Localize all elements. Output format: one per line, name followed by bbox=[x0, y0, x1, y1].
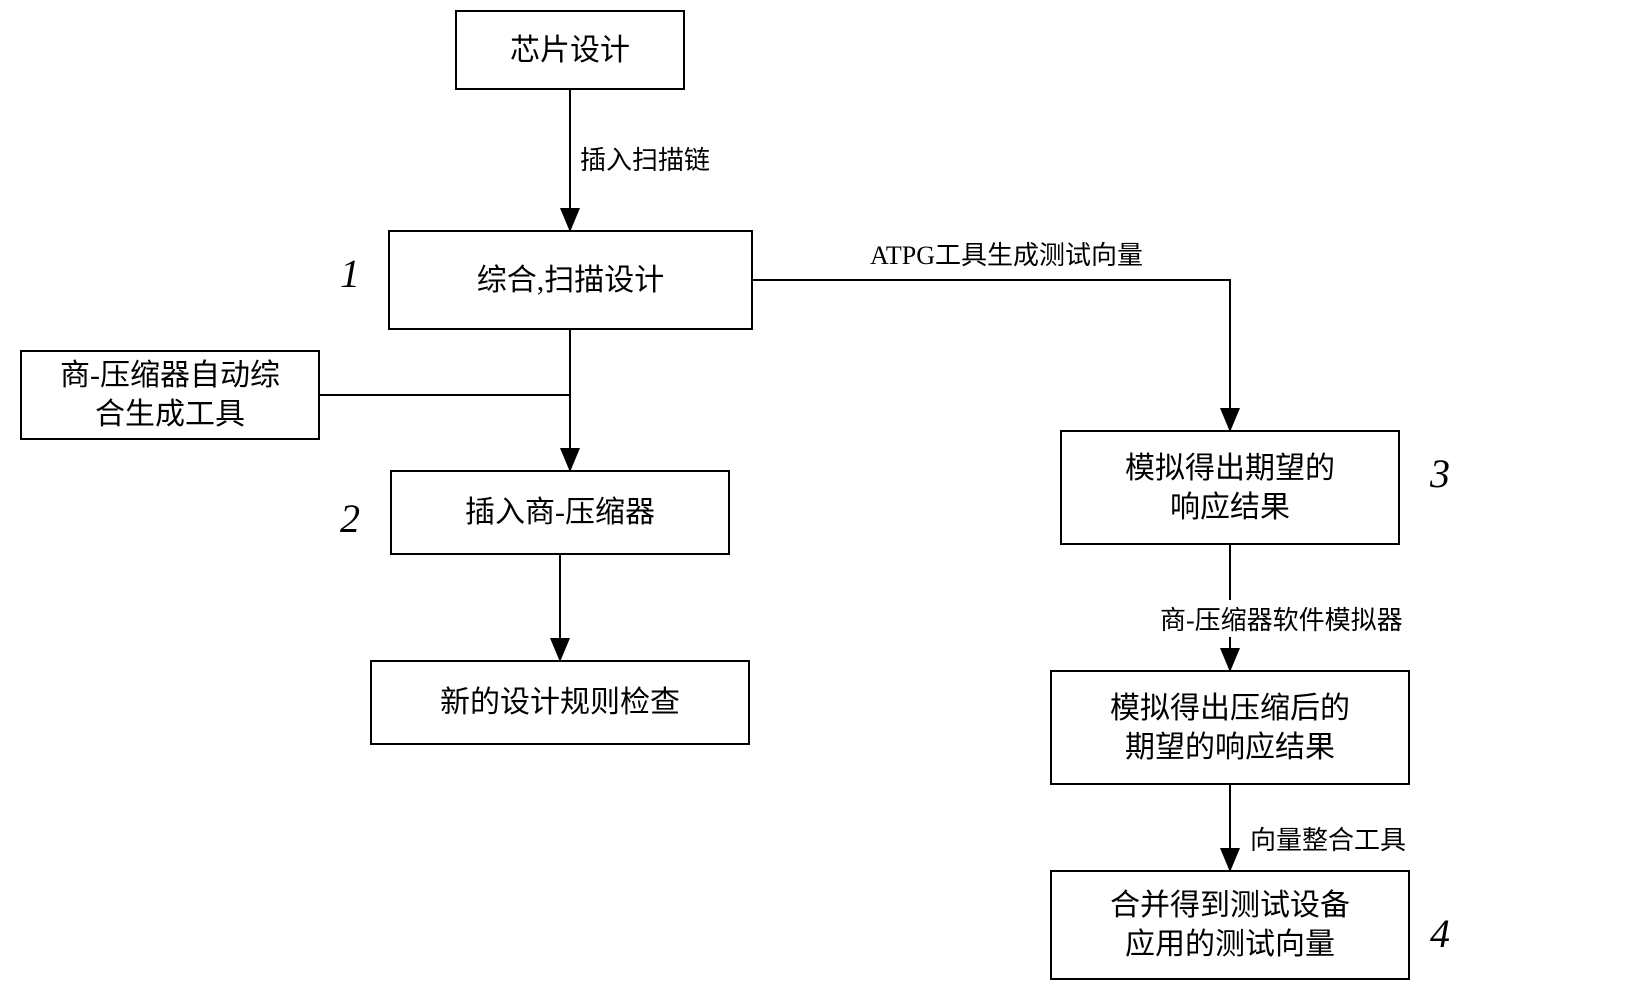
flowchart-node-n_insert_comp: 插入商-压缩器 bbox=[390, 470, 730, 555]
flowchart-node-n_tool: 商-压缩器自动综 合生成工具 bbox=[20, 350, 320, 440]
flowchart-node-n_merge_vectors: 合并得到测试设备 应用的测试向量 bbox=[1050, 870, 1410, 980]
node-text: 芯片设计 bbox=[510, 31, 630, 70]
step-number-l4: 4 bbox=[1430, 910, 1450, 957]
flowchart-node-n_chip_design: 芯片设计 bbox=[455, 10, 685, 90]
flowchart-node-n_new_rule_check: 新的设计规则检查 bbox=[370, 660, 750, 745]
step-number-l2: 2 bbox=[340, 495, 360, 542]
node-text: 模拟得出期望的 响应结果 bbox=[1125, 449, 1335, 527]
edge-label-e_atpg: ATPG工具生成测试向量 bbox=[870, 235, 1143, 272]
edge-label-e_scan_chain: 插入扫描链 bbox=[580, 140, 710, 177]
step-number-l3: 3 bbox=[1430, 450, 1450, 497]
node-text: 插入商-压缩器 bbox=[465, 493, 655, 532]
node-text: 商-压缩器自动综 合生成工具 bbox=[60, 356, 280, 434]
step-number-l1: 1 bbox=[340, 250, 360, 297]
node-text: 新的设计规则检查 bbox=[440, 683, 680, 722]
arrow bbox=[753, 280, 1230, 430]
node-text: 模拟得出压缩后的 期望的响应结果 bbox=[1110, 689, 1350, 767]
edge-label-e_vec_tool: 向量整合工具 bbox=[1250, 820, 1406, 857]
flowchart-node-n_sim_expected: 模拟得出期望的 响应结果 bbox=[1060, 430, 1400, 545]
flowchart-node-n_synth_scan: 综合,扫描设计 bbox=[388, 230, 753, 330]
edge-label-e_sim_tool: 商-压缩器软件模拟器 bbox=[1160, 600, 1403, 637]
node-text: 综合,扫描设计 bbox=[477, 261, 665, 300]
node-text: 合并得到测试设备 应用的测试向量 bbox=[1110, 886, 1350, 964]
flowchart-node-n_sim_compressed: 模拟得出压缩后的 期望的响应结果 bbox=[1050, 670, 1410, 785]
